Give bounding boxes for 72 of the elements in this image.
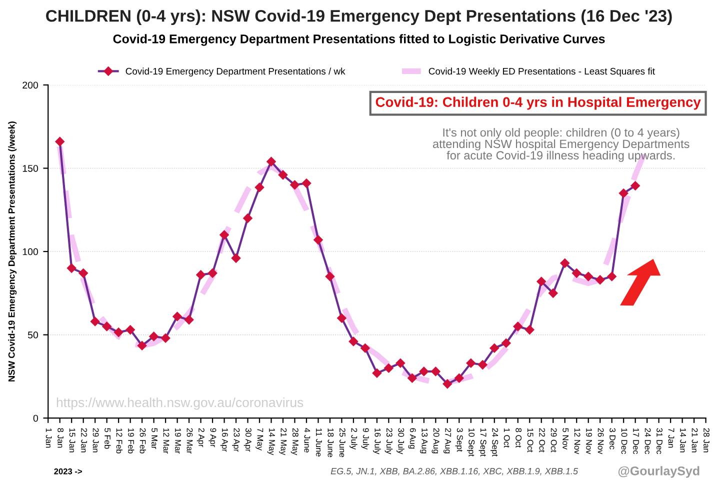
x-tick-label: 3 Dec — [610, 428, 616, 450]
x-tick-label: 2 July — [350, 428, 358, 450]
x-tick-label: 23 July — [384, 428, 393, 454]
x-tick-label: 20 Aug — [432, 428, 440, 454]
x-tick-label: 17 Dec — [633, 428, 639, 454]
x-tick-label: 2 Apr — [196, 428, 204, 448]
x-tick-label: 9 July — [361, 428, 370, 450]
x-tick-label: 12 Feb — [116, 428, 122, 454]
x-tick-label: 19 Mar — [175, 428, 181, 454]
x-tick-label: 6 Aug — [408, 428, 416, 449]
x-tick-label: 9 Apr — [208, 428, 216, 448]
y-tick-label: 0 — [33, 414, 38, 422]
x-tick-label: 26 Mar — [186, 428, 193, 454]
x-tick-label: 1 Oct — [504, 428, 510, 448]
chart-title: CHILDREN (0-4 yrs): NSW Covid-19 Emergency Dept Presentations (16 Dec '23) — [46, 10, 672, 26]
x-tick-label: 12 Nov — [574, 428, 580, 454]
y-tick-label: 100 — [22, 248, 38, 256]
x-tick-label: 1 Jan — [46, 428, 52, 448]
x-tick-label: 3 Sept — [455, 428, 463, 452]
x-tick-label: 29 Jan — [92, 428, 99, 452]
x-tick-label: 22 Oct — [539, 428, 546, 452]
text: @GourlaySyd — [618, 466, 700, 478]
x-tick-label: 29 Oct — [550, 428, 557, 452]
x-tick-label: 21 Jan — [692, 428, 698, 452]
text: 2023 -> — [54, 468, 82, 474]
legend-label: Covid-19 Emergency Department Presentations / wk — [126, 68, 346, 76]
x-tick-label: 12 Mar — [163, 428, 170, 454]
annotation: It's not only old people: children (0 to 4 years) attending NSW hospital Emergency Departments for acute Covid-19 illness heading upwards. — [433, 128, 690, 162]
x-tick-label: 10 Sept — [467, 428, 475, 456]
x-tick-label: 8 Oct — [516, 428, 522, 448]
x-tick-label: 28 Jan — [704, 428, 710, 452]
x-tick-label: 13 Aug — [420, 428, 428, 454]
x-tick-label: 15 Jan — [69, 428, 76, 452]
y-tick-label: 50 — [28, 332, 38, 338]
x-tick-label: 7 May — [256, 428, 264, 450]
x-tick-label: 21 May — [279, 428, 287, 456]
y-tick-label: 150 — [22, 164, 38, 172]
x-tick-label: 31 Dec — [656, 428, 662, 454]
x-tick-label: 5 Mar — [152, 428, 158, 449]
x-tick-label: 11 June — [316, 428, 322, 456]
y-axis-title: NSW Covid-19 Emergency Department Presentations (/week) — [8, 122, 17, 382]
x-tick-label: 10 Dec — [621, 428, 628, 454]
x-tick-label: 24 Sept — [490, 428, 498, 456]
x-tick-label: 17 Sept — [478, 428, 486, 456]
x-tick-label: 28 May — [290, 428, 298, 456]
x-tick-label: 30 Apr — [244, 428, 252, 452]
x-tick-label: 5 Feb — [104, 428, 111, 449]
x-tick-label: 22 Jan — [81, 428, 88, 452]
x-tick-label: 14 May — [267, 428, 275, 456]
x-tick-label: 18 June — [328, 428, 334, 458]
x-tick-label: 5 Nov — [562, 428, 568, 450]
x-tick-label: 19 Feb — [128, 428, 134, 454]
x-tick-label: 15 Oct — [527, 428, 534, 452]
x-tick-label: 8 Jan — [58, 428, 64, 448]
x-tick-label: 26 Nov — [598, 428, 604, 454]
text: EG.5, JN.1, XBB, BA.2.86, XBB.1.16, XBC, XBB.1.9, XBB.1.5 — [330, 468, 578, 476]
x-tick-label: 25 June — [339, 428, 346, 458]
x-tick-label: 19 Nov — [586, 428, 592, 454]
legend-label: Covid-19 Weekly ED Presentations - Least Squares fit — [428, 68, 655, 76]
x-tick-label: 30 July — [396, 428, 404, 454]
x-tick-label: 16 July — [373, 428, 381, 454]
x-tick-label: 14 Jan — [680, 428, 686, 452]
chart-subtitle: Covid-19 Emergency Department Presentations fitted to Logistic Derivative Curves — [113, 34, 605, 46]
x-tick-label: 7 Jan — [668, 428, 674, 448]
annotation: Covid-19: Children 0-4 yrs in Hospital Emergency — [376, 96, 701, 110]
x-tick-label: 16 Apr — [220, 428, 228, 452]
x-tick-label: 4 June — [304, 428, 310, 452]
x-tick-label: 27 Aug — [444, 428, 452, 454]
x-tick-label: 24 Dec — [644, 428, 651, 454]
x-tick-label: 26 Feb — [140, 428, 146, 454]
y-tick-label: 200 — [22, 82, 38, 89]
x-tick-label: 23 Apr — [232, 428, 240, 452]
